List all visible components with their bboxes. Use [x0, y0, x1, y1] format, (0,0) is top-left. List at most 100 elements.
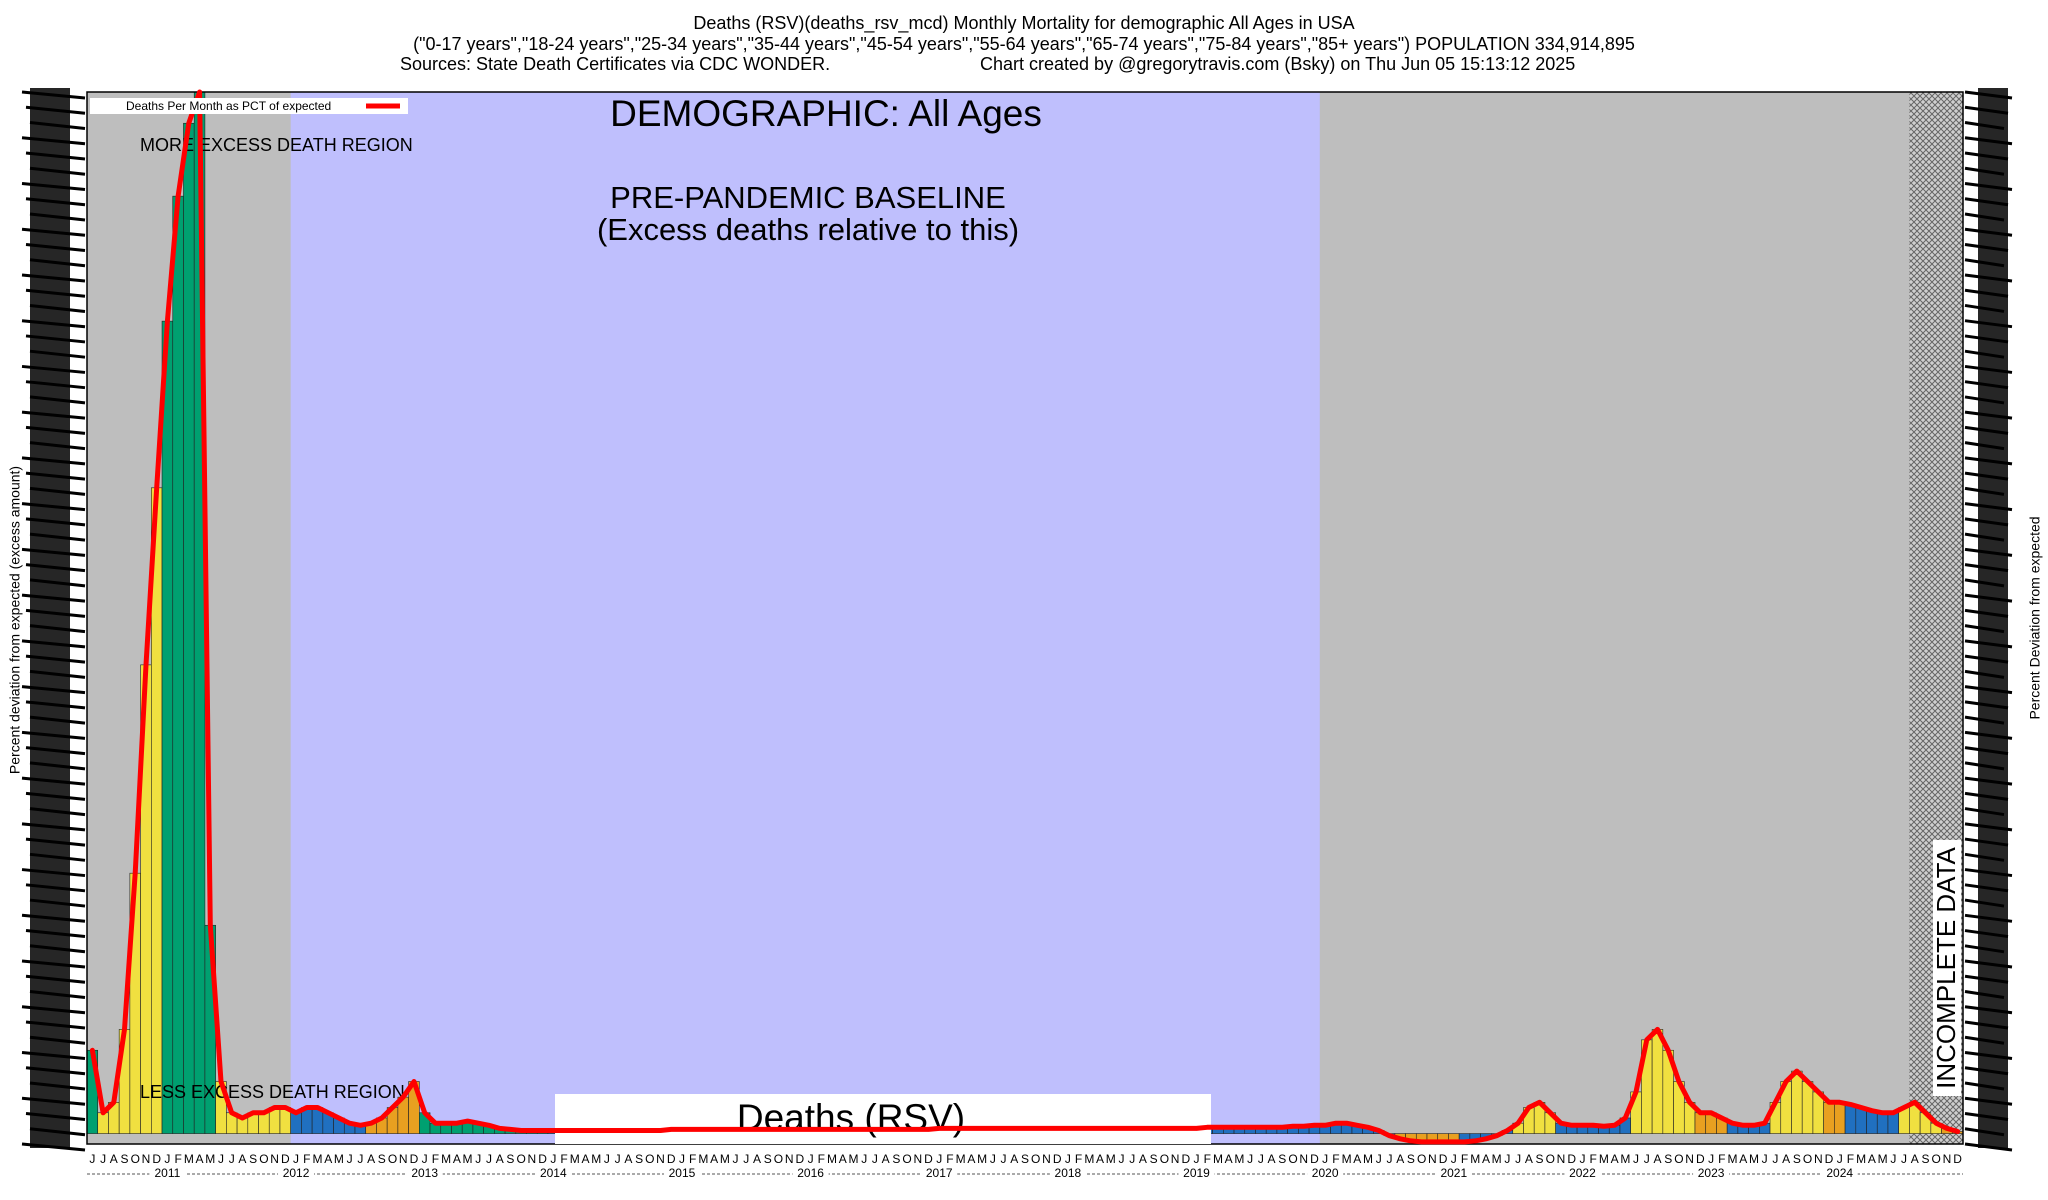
- x-tick-label: A: [710, 1152, 718, 1166]
- x-tick-label: M: [720, 1152, 730, 1166]
- x-tick-label: D: [410, 1152, 419, 1166]
- x-tick-label: N: [1557, 1152, 1566, 1166]
- year-label: 2014: [540, 1166, 567, 1180]
- x-tick-label: J: [1644, 1152, 1650, 1166]
- x-tick-label: A: [753, 1152, 761, 1166]
- source: Sources: State Death Certificates via CD…: [400, 54, 830, 74]
- x-tick-label: D: [1310, 1152, 1319, 1166]
- x-tick-label: A: [324, 1152, 332, 1166]
- demographic-label: DEMOGRAPHIC: All Ages: [610, 93, 1042, 134]
- x-tick-label: M: [977, 1152, 987, 1166]
- y-axis-label: Percent deviation from expected (excess …: [7, 466, 23, 774]
- x-tick-label: A: [882, 1152, 890, 1166]
- x-tick-label: F: [560, 1152, 567, 1166]
- x-tick-label: J: [1194, 1152, 1200, 1166]
- x-tick-label: S: [506, 1152, 514, 1166]
- bar: [1823, 1102, 1835, 1134]
- baseline-region: [290, 92, 1320, 1144]
- bar: [1876, 1112, 1889, 1134]
- x-tick-label: M: [1492, 1152, 1502, 1166]
- x-tick-label: O: [1031, 1152, 1040, 1166]
- x-tick-label: J: [164, 1152, 170, 1166]
- x-tick-label: O: [645, 1152, 654, 1166]
- x-tick-label: M: [463, 1152, 473, 1166]
- x-tick-label: N: [1814, 1152, 1823, 1166]
- x-tick-label: J: [1837, 1152, 1843, 1166]
- bar: [1834, 1102, 1846, 1134]
- x-tick-label: O: [774, 1152, 783, 1166]
- x-tick-label: O: [902, 1152, 911, 1166]
- x-tick-label: D: [924, 1152, 933, 1166]
- x-tick-label: A: [1010, 1152, 1018, 1166]
- x-tick-label: M: [1749, 1152, 1759, 1166]
- year-label-bg: [1693, 1166, 1730, 1182]
- x-tick-label: N: [1428, 1152, 1437, 1166]
- year-label: 2016: [797, 1166, 824, 1180]
- x-tick-label: N: [528, 1152, 537, 1166]
- baseline-label: PRE-PANDEMIC BASELINE: [610, 180, 1006, 215]
- x-tick-label: A: [1868, 1152, 1876, 1166]
- bar: [172, 195, 184, 1134]
- x-tick-label: M: [1213, 1152, 1223, 1166]
- x-tick-label: S: [1150, 1152, 1158, 1166]
- x-tick-label: A: [1096, 1152, 1104, 1166]
- year-label: 2023: [1698, 1166, 1725, 1180]
- x-tick-label: O: [516, 1152, 525, 1166]
- legend-label: Deaths Per Month as PCT of expected: [126, 99, 331, 113]
- year-label-bg: [792, 1166, 829, 1182]
- x-tick-label: S: [1021, 1152, 1029, 1166]
- x-tick-label: M: [1856, 1152, 1866, 1166]
- x-tick-label: O: [1417, 1152, 1426, 1166]
- x-tick-label: J: [89, 1152, 95, 1166]
- x-tick-label: S: [1407, 1152, 1415, 1166]
- year-label: 2011: [154, 1166, 180, 1180]
- x-tick-label: M: [848, 1152, 858, 1166]
- line: [89, 89, 1961, 1145]
- year-label-bg: [1821, 1166, 1858, 1182]
- x-tick-label: A: [1482, 1152, 1490, 1166]
- bar: [290, 1112, 302, 1134]
- year-label-bg: [535, 1166, 572, 1182]
- year-label: 2022: [1569, 1166, 1596, 1180]
- x-tick-label: S: [1536, 1152, 1544, 1166]
- x-tick-label: D: [1567, 1152, 1576, 1166]
- x-tick-label: F: [303, 1152, 310, 1166]
- x-tick-label: J: [936, 1152, 942, 1166]
- x-tick-label: N: [1299, 1152, 1308, 1166]
- x-tick-label: J: [733, 1152, 739, 1166]
- x-tick-label: M: [334, 1152, 344, 1166]
- x-tick-label: F: [689, 1152, 696, 1166]
- year-label-bg: [663, 1166, 700, 1182]
- axis-band: [1978, 88, 2008, 1148]
- x-tick-label: F: [818, 1152, 825, 1166]
- x-tick-label: A: [1525, 1152, 1533, 1166]
- bar: [1887, 1112, 1899, 1134]
- x-tick-label: A: [967, 1152, 975, 1166]
- x-tick-label: D: [1953, 1152, 1962, 1166]
- x-tick-label: J: [550, 1152, 556, 1166]
- x-tick-label: S: [121, 1152, 129, 1166]
- x-tick-label: D: [1696, 1152, 1705, 1166]
- x-tick-label: J: [100, 1152, 106, 1166]
- x-tick-label: A: [1739, 1152, 1747, 1166]
- x-tick-label: N: [913, 1152, 922, 1166]
- year-label: 2018: [1055, 1166, 1082, 1180]
- x-tick-label: O: [1546, 1152, 1555, 1166]
- x-tick-label: M: [1106, 1152, 1116, 1166]
- x-tick-label: N: [1685, 1152, 1694, 1166]
- x-tick-label: F: [1332, 1152, 1339, 1166]
- x-tick-label: A: [110, 1152, 118, 1166]
- year-label-bg: [406, 1166, 443, 1182]
- legend-box: [90, 98, 408, 114]
- x-tick-label: A: [1911, 1152, 1919, 1166]
- x-tick-label: J: [861, 1152, 867, 1166]
- x-tick-label: J: [1504, 1152, 1510, 1166]
- x-tick-label: N: [656, 1152, 665, 1166]
- x-tick-label: J: [218, 1152, 224, 1166]
- x-tick-label: J: [1258, 1152, 1264, 1166]
- backgrounds: [21, 88, 2013, 1152]
- year-label: 2015: [669, 1166, 696, 1180]
- x-tick-label: M: [698, 1152, 708, 1166]
- cause-box: [555, 1094, 1211, 1144]
- x-tick-label: D: [281, 1152, 290, 1166]
